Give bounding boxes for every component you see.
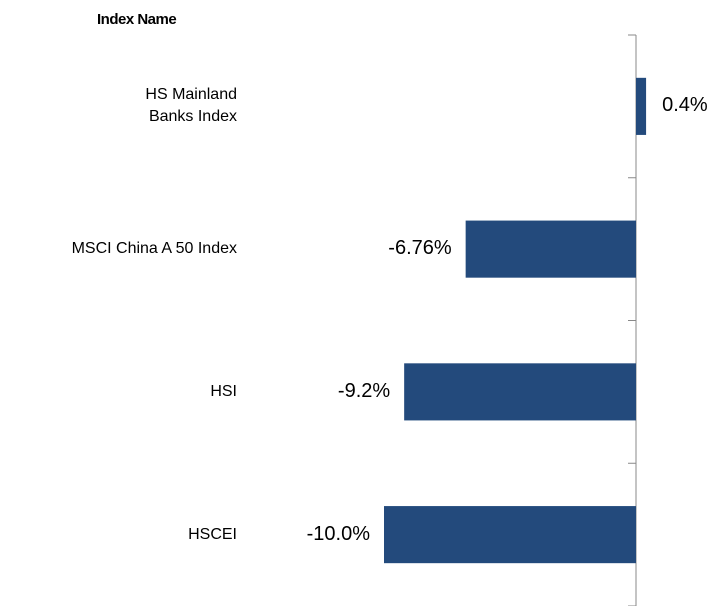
category-label: HSI xyxy=(210,382,237,400)
value-label: -6.76% xyxy=(388,237,452,260)
bar xyxy=(384,506,636,564)
value-label: -10.0% xyxy=(306,522,370,545)
bar xyxy=(636,77,647,135)
category-label: MSCI China A 50 Index xyxy=(71,240,237,258)
header: Index Name xyxy=(97,11,177,28)
category-label: HSCEI xyxy=(188,525,237,543)
category-label: HS Mainland Banks Index xyxy=(145,86,237,126)
bar xyxy=(404,363,636,421)
value-label: 0.4% xyxy=(662,94,708,117)
value-label: -9.2% xyxy=(337,379,391,402)
bar xyxy=(465,220,636,278)
